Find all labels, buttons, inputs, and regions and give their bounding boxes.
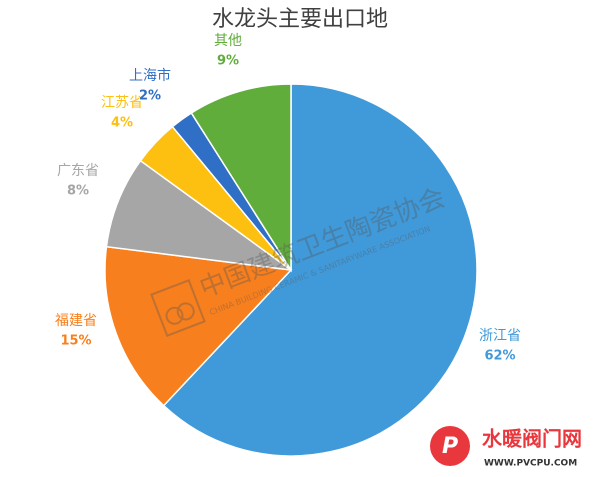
pie-slice [105, 159, 292, 271]
watermark-logo [150, 279, 206, 338]
slice-label: 福建省 [55, 313, 97, 329]
site-logo-icon [430, 426, 470, 466]
slice-label: 广东省 [57, 163, 99, 179]
site-url: WWW.PVCPU.COM [484, 459, 577, 469]
slice-value-label: 62% [484, 349, 515, 364]
pie [104, 83, 478, 457]
slice-value-label: 8% [67, 184, 89, 199]
slice-label: 浙江省 [479, 328, 521, 344]
site-logo-letter: P [442, 434, 458, 459]
slice-label: 其他 [214, 33, 242, 49]
pie-slice [104, 245, 293, 407]
slice-value-label: 9% [217, 54, 239, 69]
labels: 浙江省 62% 福建省 15% 广东省 8% 江苏省 4% 上海市 2% 其他 9% [55, 33, 521, 364]
slice-value-label: 15% [60, 334, 91, 349]
site-logo: P 水暖阀门网 WWW.PVCPU.COM [430, 426, 582, 469]
site-name: 水暖阀门网 [482, 427, 582, 451]
chart-title: 水龙头主要出口地 [212, 7, 388, 32]
slice-label: 江苏省 [101, 95, 143, 111]
slice-value-label: 2% [139, 89, 161, 104]
watermark-logo [165, 306, 184, 325]
pie-slice [190, 83, 292, 273]
pie-slice [162, 83, 478, 457]
watermark-logo [176, 302, 195, 321]
slice-value-label: 4% [111, 116, 133, 131]
slice-label: 上海市 [129, 67, 171, 84]
